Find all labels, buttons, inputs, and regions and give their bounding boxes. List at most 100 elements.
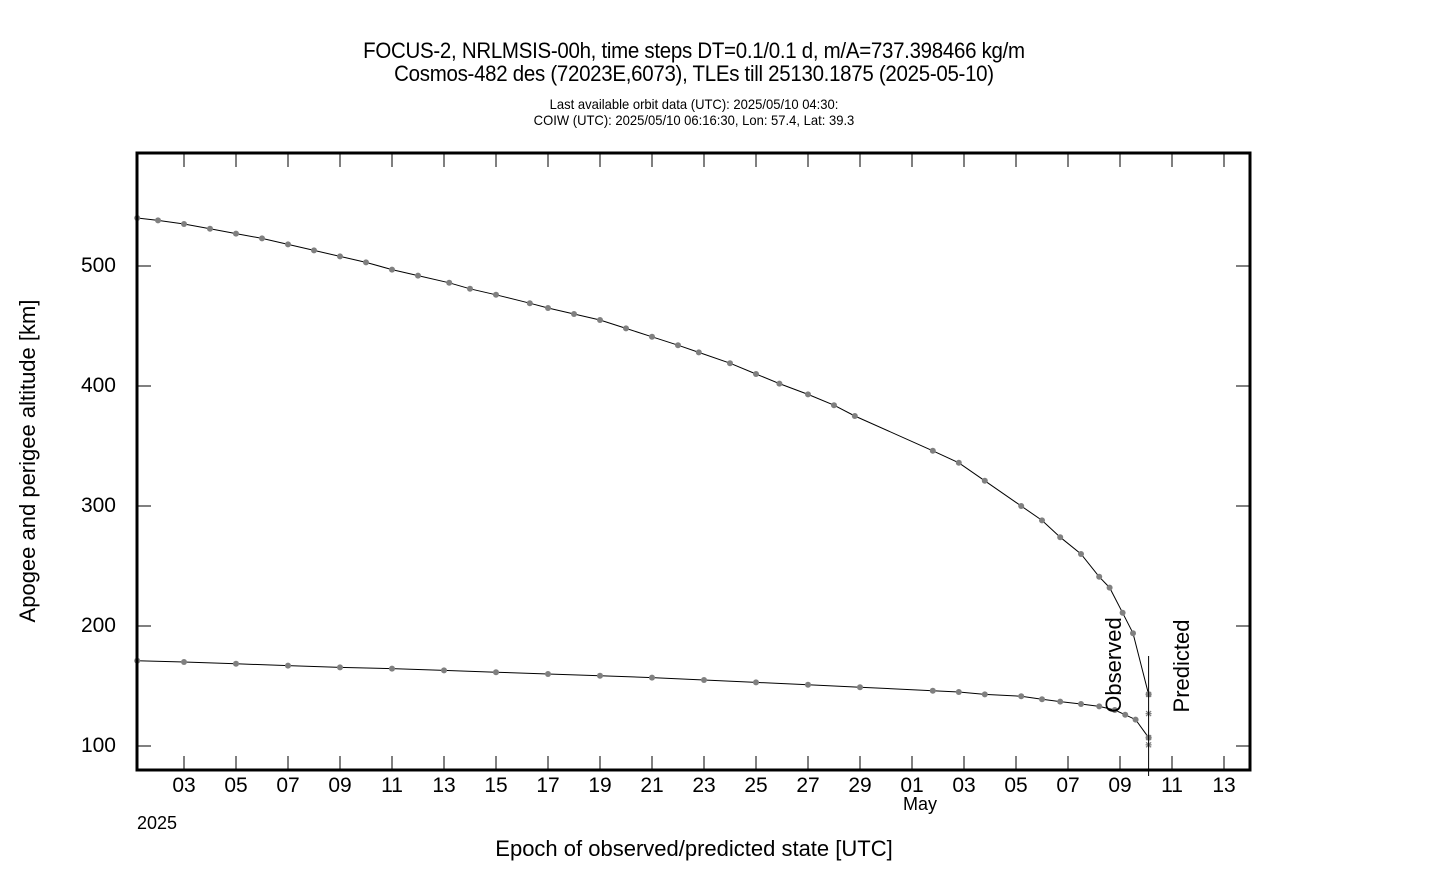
data-point <box>831 402 837 409</box>
y-tick-label: 200 <box>80 614 116 637</box>
data-point <box>929 687 936 694</box>
data-point <box>776 380 783 387</box>
data-point <box>851 413 858 419</box>
x-tick-label: 13 <box>1212 774 1236 797</box>
x-tick-label: 13 <box>432 774 456 797</box>
data-point <box>1111 707 1118 713</box>
data-point <box>181 221 187 227</box>
data-point <box>155 217 161 224</box>
data-point <box>415 272 421 279</box>
data-point <box>1106 584 1113 591</box>
data-point <box>1039 696 1045 703</box>
data-point <box>753 679 759 686</box>
data-series <box>134 215 1152 770</box>
y-tick-label: 500 <box>80 254 116 277</box>
data-point <box>1078 701 1084 707</box>
x-tick-label: 09 <box>1108 774 1132 797</box>
data-point <box>701 677 707 683</box>
x-tick-label: 15 <box>484 774 508 797</box>
data-point <box>363 259 369 266</box>
series-line <box>137 660 1150 738</box>
predicted-label: Predicted <box>1169 619 1194 713</box>
data-point <box>981 477 988 484</box>
data-point <box>1096 573 1103 580</box>
data-point <box>1057 698 1064 705</box>
data-point <box>545 305 551 311</box>
data-point <box>389 266 395 273</box>
data-point <box>285 241 291 248</box>
data-point <box>233 660 239 667</box>
data-point <box>337 253 343 260</box>
x-tick-label: 17 <box>536 774 560 797</box>
data-point <box>1132 716 1139 723</box>
data-point <box>493 669 499 676</box>
data-point <box>727 360 733 367</box>
data-point <box>467 285 473 292</box>
chart-subtitle-line2: COIW (UTC): 2025/05/10 06:16:30, Lon: 57… <box>533 112 855 128</box>
data-point <box>1122 711 1129 718</box>
series-line <box>137 217 1150 695</box>
data-point <box>207 225 213 232</box>
data-point <box>1119 609 1126 616</box>
x-tick-label: 23 <box>692 774 716 797</box>
x-axis-label: Epoch of observed/predicted state [UTC] <box>495 836 893 861</box>
chart-title-line2: Cosmos-482 des (72023E,6073), TLEs till … <box>394 61 994 86</box>
data-point <box>1018 693 1025 700</box>
x-tick-label: 03 <box>172 774 196 797</box>
data-point <box>1096 703 1103 710</box>
plot-frame <box>135 151 1252 772</box>
data-point <box>805 391 811 398</box>
x-tick-label: 21 <box>640 774 664 797</box>
y-tick-label: 400 <box>80 374 116 397</box>
x-tick-label: 03 <box>952 774 976 797</box>
y-axis-label: Apogee and perigee altitude [km] <box>15 299 40 623</box>
data-point <box>649 674 655 681</box>
data-point <box>337 664 343 671</box>
data-point <box>545 671 551 677</box>
data-point <box>597 317 603 323</box>
x-tick-label: 07 <box>1056 774 1080 797</box>
data-point <box>623 325 629 332</box>
data-point <box>929 447 936 454</box>
data-point <box>753 371 759 377</box>
x-tick-label: 27 <box>796 774 820 797</box>
data-point <box>597 672 603 679</box>
data-point <box>675 342 681 349</box>
axis-ticks <box>137 153 1250 776</box>
month-label: May <box>902 794 938 814</box>
data-point <box>285 662 291 669</box>
data-point <box>389 665 395 672</box>
data-point <box>446 279 453 286</box>
data-point <box>1078 551 1084 557</box>
x-tick-label: 19 <box>588 774 612 797</box>
data-point <box>981 691 988 698</box>
data-point <box>571 311 577 317</box>
data-point <box>233 230 239 237</box>
data-point <box>955 459 962 466</box>
data-point <box>493 291 499 298</box>
x-tick-label: 01 <box>900 774 924 797</box>
data-point <box>1018 503 1025 509</box>
x-tick-label: 05 <box>1004 774 1028 797</box>
data-point <box>526 300 533 307</box>
chart-subtitle-line1: Last available orbit data (UTC): 2025/05… <box>549 96 839 112</box>
data-point <box>1130 630 1136 637</box>
data-point <box>259 235 265 242</box>
year-label: 2025 <box>137 813 178 833</box>
data-point <box>1057 534 1064 541</box>
x-tick-label: 05 <box>224 774 248 797</box>
x-tick-label: 29 <box>848 774 872 797</box>
data-point <box>1039 517 1045 524</box>
x-tick-label: 11 <box>381 774 403 797</box>
data-point <box>181 659 187 665</box>
x-tick-label: 11 <box>1161 774 1183 797</box>
data-point <box>955 689 962 695</box>
data-point <box>857 684 863 691</box>
observed-label: Observed <box>1101 617 1126 713</box>
y-tick-label: 300 <box>80 494 116 517</box>
data-point <box>649 333 655 340</box>
chart-title-line1: FOCUS-2, NRLMSIS-00h, time steps DT=0.1/… <box>363 38 1025 63</box>
data-point <box>311 247 317 254</box>
data-point <box>441 667 447 674</box>
